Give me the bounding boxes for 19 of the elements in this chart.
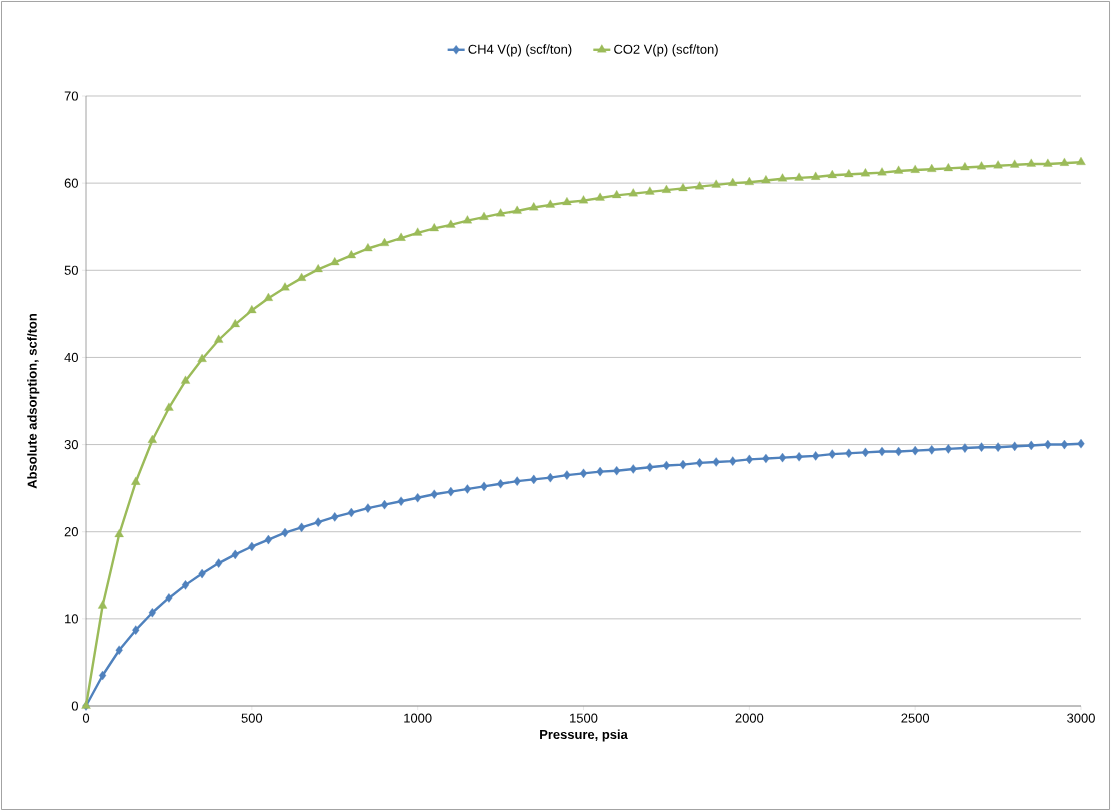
y-tick-label: 20 xyxy=(64,527,78,537)
x-tick-label: 2000 xyxy=(735,713,764,723)
x-tick-label: 3000 xyxy=(1067,713,1095,723)
y-tick-label: 0 xyxy=(71,701,78,711)
legend-label: CO2 V(p) (scf/ton) xyxy=(614,44,718,57)
y-tick-label: 10 xyxy=(65,614,78,624)
x-axis-title: Pressure, psia xyxy=(540,729,628,742)
y-tick-label: 50 xyxy=(64,265,78,275)
x-tick-label: 0 xyxy=(82,713,90,723)
y-tick-label: 60 xyxy=(64,178,78,188)
y-axis-title: Absolute adsorption, scf/ton xyxy=(27,314,40,489)
y-tick-label: 30 xyxy=(64,439,78,450)
y-tick-label: 70 xyxy=(64,91,78,101)
x-tick-label: 500 xyxy=(241,713,263,723)
x-tick-label: 1000 xyxy=(404,713,432,723)
x-tick-label: 1500 xyxy=(570,713,598,723)
x-tick-label: 2500 xyxy=(901,713,930,723)
y-tick-label: 40 xyxy=(64,352,78,363)
legend-label: CH4 V(p) (scf/ton) xyxy=(468,44,572,57)
